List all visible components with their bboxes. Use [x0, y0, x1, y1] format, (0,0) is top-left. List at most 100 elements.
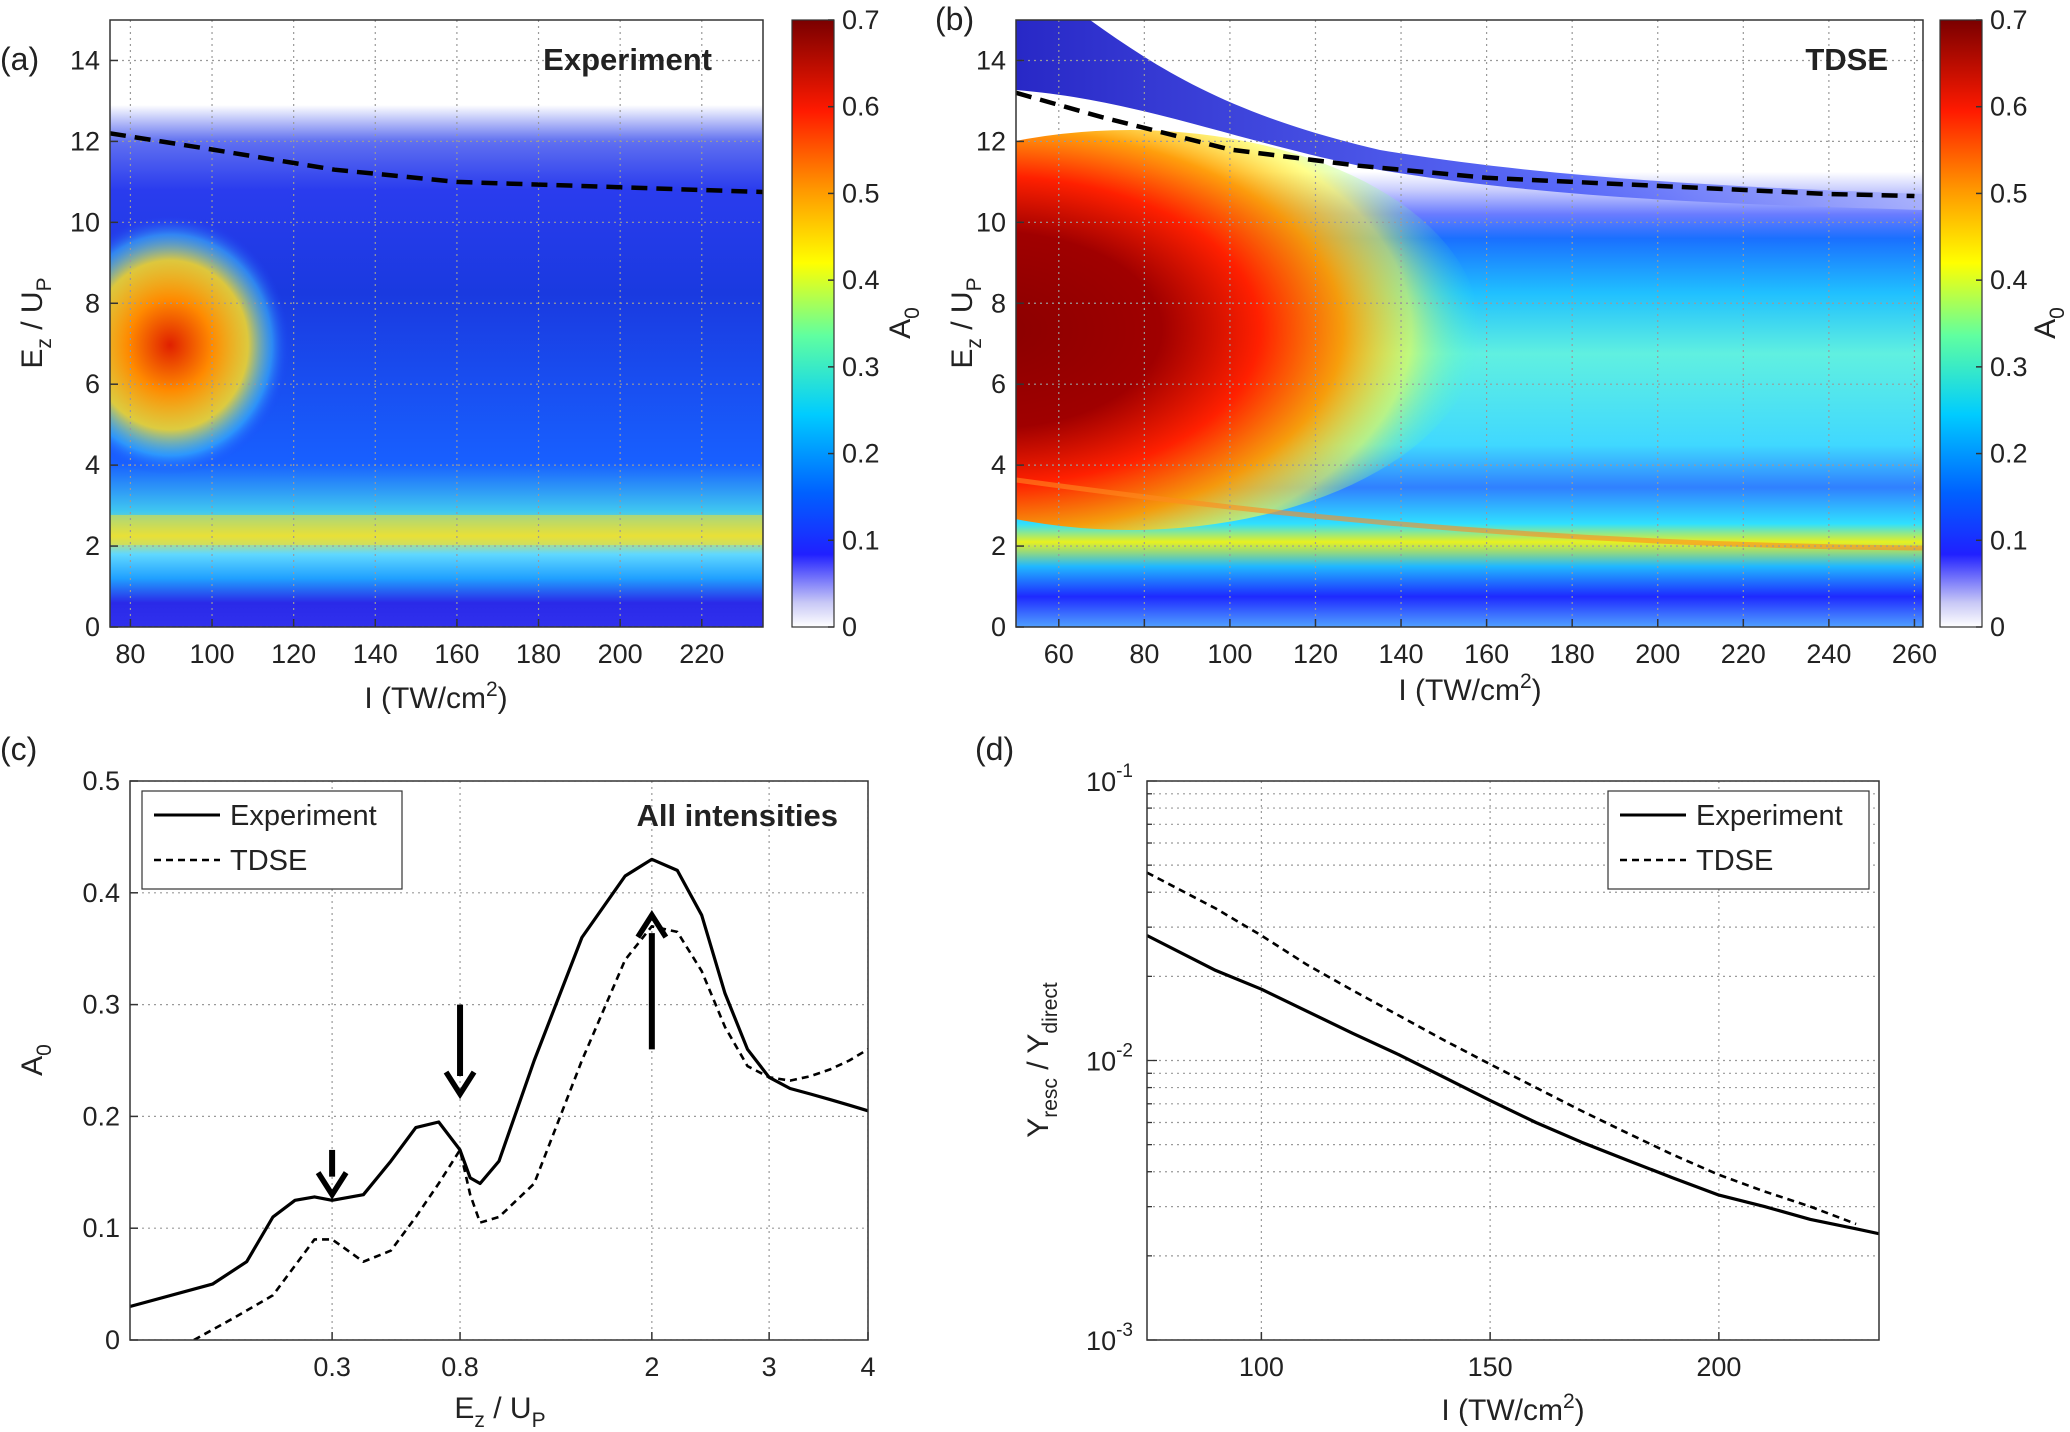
y-tick-label: 0: [991, 612, 1006, 642]
x-tick-label: 140: [353, 639, 398, 669]
x-tick-label: 60: [1044, 639, 1074, 669]
colorbar-tick-label: 0.5: [1990, 178, 2028, 208]
y-tick-label: 14: [70, 45, 100, 75]
y-tick-label: 0.1: [82, 1213, 120, 1243]
colorbar-tick-label: 0.3: [842, 352, 880, 382]
panel-b: (b) 60 80 100 120 140 160 180 200 220 240 26002468…: [935, 1, 2069, 707]
panel-c-series: [130, 857, 868, 1340]
panel-d-legend-experiment: Experiment: [1696, 800, 1843, 832]
panel-d-legend: Experiment TDSE: [1607, 790, 1870, 890]
arrow-head: [315, 1171, 349, 1200]
y-tick-base: 10: [1086, 1326, 1116, 1356]
panel-d-xlabel: I (TW/cm2): [1441, 1390, 1584, 1427]
colorbar-tick-label: 0.1: [842, 525, 880, 555]
x-tick-label: 220: [679, 639, 724, 669]
y-tick-label: 10-1: [1086, 761, 1133, 797]
panel-b-cutoff-curve: [1016, 90, 1915, 199]
panel-d-ylabel: Yresc / Ydirect: [1022, 982, 1062, 1138]
y-tick-label: 6: [991, 369, 1006, 399]
panel-c-frame: [129, 780, 869, 1341]
x-tick-label: 100: [190, 639, 235, 669]
x-tick-label: 120: [271, 639, 316, 669]
panel-c-xlabel: Ez / UP: [454, 1392, 545, 1432]
series-line-experiment: [130, 857, 868, 1309]
y-tick-label: 0.2: [82, 1101, 120, 1131]
x-tick-label: 120: [1293, 639, 1338, 669]
y-tick-label: 4: [991, 450, 1006, 480]
panel-b-colorbar: [1939, 19, 1983, 628]
colorbar-tick-label: 0.1: [1990, 525, 2028, 555]
panel-a-lobe: [110, 215, 290, 475]
panel-b-lobe: [1016, 130, 1480, 530]
y-tick-label: 12: [70, 126, 100, 156]
panel-d-legend-tdse: TDSE: [1696, 845, 1773, 877]
x-tick-label: 80: [1129, 639, 1159, 669]
y-tick-label: 0.5: [82, 766, 120, 796]
y-tick-label: 6: [85, 369, 100, 399]
colorbar-tick-label: 0.2: [842, 439, 880, 469]
colorbar-tick-label: 0.4: [842, 265, 880, 295]
colorbar-tick-label: 0.3: [1990, 352, 2028, 382]
series-line-tdse: [193, 925, 868, 1340]
panel-d-series: [1147, 871, 1879, 1236]
panel-a-ticks: 80 100 120 140 160 180 200 220 0 2 4 6 8 10 12 14: [70, 45, 724, 669]
colorbar-tick-label: 0: [842, 612, 857, 642]
panel-d-legend-box: [1607, 790, 1870, 890]
y-tick-exponent: -1: [1116, 761, 1133, 782]
panel-a-cutoff-curve: [110, 131, 763, 195]
arrow-head: [635, 910, 669, 939]
colorbar-tick-label: 0.6: [1990, 92, 2028, 122]
x-tick-label: 240: [1806, 639, 1851, 669]
colorbar-tick-label: 0.6: [842, 92, 880, 122]
panel-b-ylabel: Ez / UP: [946, 277, 986, 368]
colorbar-tick-label: 0.4: [1990, 265, 2028, 295]
panel-c-title: All intensities: [636, 798, 838, 833]
panel-c: (c) 0.3 0.8 2 3 4 0 0.1 0.2 0.3 0.4 0.5 All intens…: [0, 731, 876, 1432]
panel-a-colorbar: [791, 19, 835, 628]
x-tick-label: 150: [1468, 1352, 1513, 1382]
panel-c-ticks: 0.3 0.8 2 3 4 0 0.1 0.2 0.3 0.4 0.5: [82, 766, 875, 1382]
panel-b-fringe: [1016, 477, 1923, 551]
y-tick-label: 10: [70, 207, 100, 237]
arrow-head: [443, 1070, 477, 1100]
x-tick-label: 200: [1635, 639, 1680, 669]
y-tick-label: 10-3: [1086, 1320, 1133, 1356]
panel-b-frame: [1015, 19, 1924, 628]
x-tick-label: 220: [1721, 639, 1766, 669]
panel-a-2up-band: [110, 515, 763, 545]
y-tick-label: 12: [976, 126, 1006, 156]
x-tick-label: 160: [434, 639, 479, 669]
colorbar-tick-label: 0.7: [842, 5, 880, 35]
panel-c-arrows: [315, 910, 669, 1200]
panel-b-colorbar-label: A0: [2029, 307, 2069, 339]
y-tick-label: 10: [976, 207, 1006, 237]
y-tick-label: 2: [85, 531, 100, 561]
panel-a-frame: [109, 19, 764, 628]
x-tick-label: 3: [762, 1352, 777, 1382]
panel-b-grid: [1016, 20, 1923, 627]
panel-d-label: (d): [975, 731, 1014, 767]
series-line-tdse: [1147, 871, 1857, 1226]
panel-a-grid: [110, 20, 763, 627]
panel-a-ylabel: Ez / UP: [16, 277, 56, 368]
panel-a: (a) 80 100 120 140 160 180 200 220 0 2 4 6 8 10 12 14 E…: [0, 5, 924, 715]
y-tick-label: 0: [85, 612, 100, 642]
panel-b-ticks: 60 80 100 120 140 160 180 200 220 240 260 0 2 4 6 8 10 12…: [976, 45, 1937, 669]
panel-c-ylabel: A0: [16, 1044, 56, 1076]
panel-d-grid: [1147, 781, 1879, 1340]
x-tick-label: 200: [1696, 1352, 1741, 1382]
panel-a-title: Experiment: [543, 42, 712, 77]
panel-a-xlabel: I (TW/cm2): [364, 678, 507, 715]
y-tick-base: 10: [1086, 1047, 1116, 1077]
y-tick-label: 8: [85, 288, 100, 318]
panel-a-colorbar-label: A0: [884, 307, 924, 339]
panel-b-colorbar-ticks: 0 0.1 0.2 0.3 0.4 0.5 0.6 0.7: [1976, 5, 2028, 642]
panel-b-label: (b): [935, 1, 974, 37]
panel-b-title: TDSE: [1805, 42, 1888, 77]
panel-a-colorbar-ticks: 0 0.1 0.2 0.3 0.4 0.5 0.6 0.7: [828, 5, 880, 642]
y-tick-label: 0: [105, 1325, 120, 1355]
panel-a-label: (a): [0, 41, 39, 77]
x-tick-label: 80: [115, 639, 145, 669]
x-tick-label: 160: [1464, 639, 1509, 669]
